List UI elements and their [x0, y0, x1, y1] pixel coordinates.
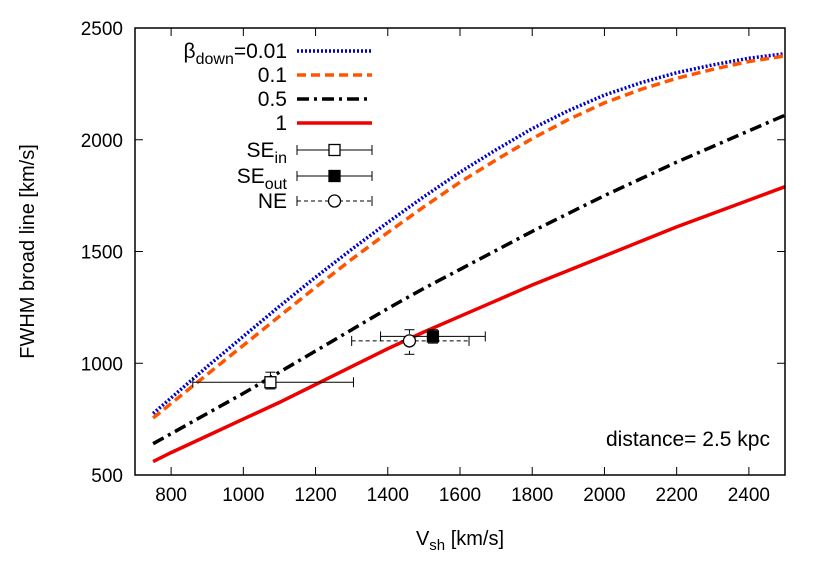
legend-swatch-5	[296, 143, 373, 157]
x-tick-label: 800	[155, 485, 187, 506]
data-points-layer	[192, 329, 486, 390]
distance-annotation: distance= 2.5 kpc	[606, 428, 770, 451]
legend-label-5: SEin	[247, 139, 287, 167]
x-tick-label: 1400	[367, 485, 409, 506]
legend-marker	[327, 194, 342, 208]
data-point-group-2	[380, 329, 486, 344]
x-tick-label: 2000	[583, 485, 625, 506]
legend-label-1: βdown=0.01	[184, 40, 287, 68]
x-tick-label: 2200	[656, 485, 698, 506]
x-axis-title: Vsh [km/s]	[416, 528, 504, 554]
series-line-1	[151, 51, 786, 415]
y-tick-label: 1000	[81, 354, 123, 375]
legend-label-6: SEout	[237, 165, 288, 193]
data-point-group-1	[192, 371, 354, 390]
legend-label-2: 0.1	[258, 64, 287, 87]
x-tick-label: 1800	[511, 485, 553, 506]
series-line-4	[152, 185, 786, 464]
y-axis-title: FWHM broad line [km/s]	[17, 144, 39, 358]
x-tick-label: 1200	[294, 485, 336, 506]
legend-swatch-7	[296, 194, 373, 208]
x-tick-label: 1000	[222, 485, 264, 506]
data-point-group-3	[351, 329, 470, 355]
legend-marker	[328, 169, 341, 183]
legend-label-4: 1	[275, 112, 287, 135]
axis-ticks: 800 1000 1200 1400 1600 1800 2000 2200 240050010…	[81, 19, 785, 506]
data-point-marker	[264, 376, 277, 389]
legend-swatch-6	[296, 169, 373, 183]
legend-marker	[328, 143, 341, 157]
curves-layer	[151, 51, 786, 464]
x-tick-label: 1600	[439, 485, 481, 506]
plot-frame	[134, 27, 786, 476]
series-line-2	[152, 54, 786, 420]
data-point-marker	[402, 334, 417, 348]
legend-label-7: NE	[258, 190, 287, 213]
y-tick-label: 2000	[81, 131, 123, 152]
legend-label-3: 0.5	[258, 88, 287, 111]
y-tick-label: 2500	[81, 19, 123, 40]
x-tick-label: 2400	[728, 485, 770, 506]
data-point-marker	[426, 330, 440, 343]
series-line-3	[152, 113, 786, 446]
y-tick-label: 1500	[81, 243, 123, 264]
y-tick-label: 500	[91, 466, 123, 487]
